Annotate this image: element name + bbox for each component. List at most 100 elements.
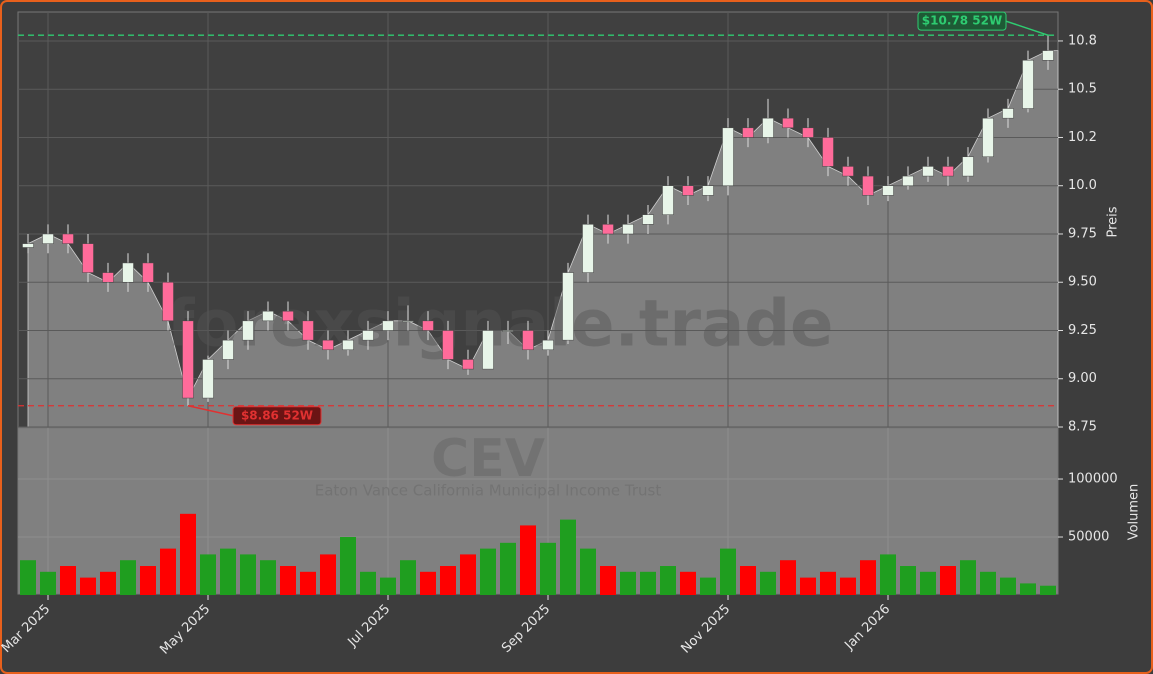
volume-bar (480, 548, 496, 595)
candle-body (82, 243, 94, 273)
volume-bar (440, 566, 456, 595)
candle-body (942, 166, 954, 177)
volume-bar (340, 537, 356, 595)
volume-bar (360, 571, 376, 595)
volume-bar (300, 571, 316, 595)
candle-body (962, 156, 974, 177)
candle-body (722, 127, 734, 186)
volume-bar (860, 560, 876, 595)
candle-body (162, 281, 174, 322)
candle-body (662, 185, 674, 215)
candle-body (762, 117, 774, 138)
candle-body (142, 262, 154, 283)
volume-bar (680, 571, 696, 595)
volume-bar (880, 554, 896, 595)
volume-bar (640, 571, 656, 595)
candle-body (22, 243, 34, 248)
candle-body (622, 224, 634, 235)
volume-bar (40, 571, 56, 595)
reference-arrow (187, 405, 234, 417)
volume-bar (460, 554, 476, 595)
candle-body (102, 272, 114, 283)
watermark: forexsignale.trade (167, 288, 834, 362)
volume-bar (220, 548, 236, 595)
candle-body (742, 127, 754, 138)
volume-bar (720, 548, 736, 595)
candle-body (502, 330, 514, 332)
candle-body (682, 185, 694, 196)
candle-body (482, 330, 494, 370)
candle-body (842, 166, 854, 177)
candle-body (802, 127, 814, 138)
y-tick-label: 9.25 (1068, 323, 1097, 338)
candle-body (782, 117, 794, 129)
candle-body (342, 339, 354, 351)
candle-body (262, 310, 274, 322)
volume-bar (420, 571, 436, 595)
volume-bar (320, 554, 336, 595)
candle-body (202, 359, 214, 399)
candle-body (62, 233, 74, 244)
candle-body (442, 330, 454, 360)
volume-bar (380, 577, 396, 595)
volume-bar (120, 560, 136, 595)
y-tick-label: 8.75 (1068, 420, 1097, 435)
candle-body (282, 310, 294, 322)
candle-body (522, 330, 534, 351)
candle-body (642, 214, 654, 225)
volume-bar (260, 560, 276, 595)
candle-body (362, 330, 374, 341)
y-tick-label: 9.50 (1068, 275, 1097, 290)
volume-bar (60, 566, 76, 595)
y-tick-label: 9.75 (1068, 226, 1097, 241)
candle-body (902, 175, 914, 186)
volume-bar (400, 560, 416, 595)
candle-body (382, 320, 394, 331)
candle-body (1002, 108, 1014, 119)
volume-bar (240, 554, 256, 595)
candle-body (542, 339, 554, 351)
candle-body (322, 339, 334, 351)
volume-bar (80, 577, 96, 595)
y-tick-label: 9.00 (1068, 371, 1097, 386)
volume-bar (700, 577, 716, 595)
y-tick-label: 10.2 (1068, 130, 1097, 145)
volume-bar (520, 525, 536, 595)
volume-bar (1020, 583, 1036, 595)
volume-bar (960, 560, 976, 595)
candle-body (982, 117, 994, 158)
subtitle-watermark: Eaton Vance California Municipal Income … (315, 482, 662, 500)
reference-arrow (1005, 20, 1049, 36)
symbol-watermark: CEV (431, 429, 545, 489)
candle-body (582, 224, 594, 273)
candle-body (1022, 60, 1034, 109)
volume-bar (1000, 577, 1016, 595)
volume-bar (1040, 585, 1056, 595)
volume-bar (940, 566, 956, 595)
candle-body (302, 320, 314, 341)
volume-axis-label: Volumen (1127, 484, 1142, 541)
reference-label: $8.86 52W (241, 408, 313, 422)
volume-bar (660, 566, 676, 595)
candle-body (882, 185, 894, 196)
volume-bar (280, 566, 296, 595)
volume-tick-label: 100000 (1068, 472, 1118, 487)
reference-label-box (917, 11, 1007, 31)
volume-bar (540, 542, 556, 595)
candle-body (242, 320, 254, 341)
candle-body (42, 233, 54, 244)
volume-bar (740, 566, 756, 595)
volume-bar (840, 577, 856, 595)
candle-body (402, 320, 414, 323)
volume-bar (600, 566, 616, 595)
volume-bar (500, 542, 516, 595)
candle-body (462, 359, 474, 370)
y-tick-label: 10.5 (1068, 82, 1097, 97)
volume-bar (100, 571, 116, 595)
volume-bar (200, 554, 216, 595)
reference-label: $10.78 52W (922, 14, 1002, 28)
candle-body (562, 272, 574, 341)
volume-bar (980, 571, 996, 595)
y-axis-label: Preis (1106, 206, 1121, 237)
